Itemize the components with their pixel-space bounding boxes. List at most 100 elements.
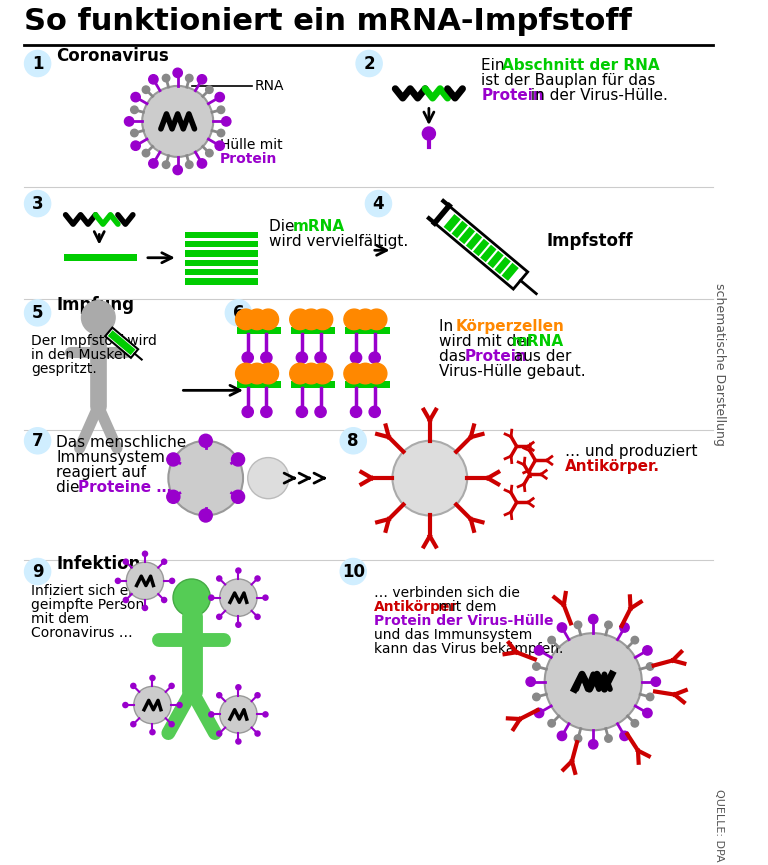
Text: Proteine …: Proteine … bbox=[78, 480, 171, 495]
Circle shape bbox=[186, 161, 193, 169]
Text: 9: 9 bbox=[31, 562, 44, 580]
Circle shape bbox=[131, 129, 138, 137]
Circle shape bbox=[25, 50, 51, 77]
Circle shape bbox=[258, 363, 279, 384]
Circle shape bbox=[220, 579, 257, 617]
Circle shape bbox=[130, 721, 137, 727]
FancyBboxPatch shape bbox=[185, 232, 258, 238]
Circle shape bbox=[206, 86, 213, 93]
Circle shape bbox=[312, 309, 333, 330]
Circle shape bbox=[254, 730, 261, 737]
FancyBboxPatch shape bbox=[237, 381, 281, 388]
Circle shape bbox=[142, 86, 150, 93]
Circle shape bbox=[114, 578, 121, 584]
Text: 7: 7 bbox=[31, 432, 44, 450]
Circle shape bbox=[131, 141, 141, 151]
Circle shape bbox=[350, 407, 362, 418]
Circle shape bbox=[631, 720, 638, 727]
Circle shape bbox=[216, 575, 223, 582]
Circle shape bbox=[262, 711, 269, 718]
Circle shape bbox=[149, 159, 158, 168]
Circle shape bbox=[168, 441, 243, 516]
Text: mit dem: mit dem bbox=[435, 599, 497, 613]
Text: gespritzt.: gespritzt. bbox=[31, 362, 97, 376]
Circle shape bbox=[340, 559, 366, 585]
Circle shape bbox=[248, 458, 289, 499]
Circle shape bbox=[290, 363, 310, 384]
Text: die: die bbox=[56, 480, 84, 495]
FancyBboxPatch shape bbox=[345, 327, 389, 334]
FancyBboxPatch shape bbox=[64, 254, 137, 261]
Text: Protein: Protein bbox=[465, 349, 527, 364]
Text: Impfstoff: Impfstoff bbox=[547, 232, 633, 250]
Circle shape bbox=[126, 562, 164, 599]
Circle shape bbox=[643, 646, 652, 655]
Text: Protein der Virus-Hülle: Protein der Virus-Hülle bbox=[374, 613, 553, 627]
Circle shape bbox=[217, 106, 225, 113]
Circle shape bbox=[142, 150, 150, 157]
Circle shape bbox=[355, 309, 376, 330]
Circle shape bbox=[647, 663, 654, 670]
Polygon shape bbox=[105, 328, 138, 358]
Circle shape bbox=[369, 407, 380, 418]
Text: 5: 5 bbox=[31, 304, 43, 322]
FancyBboxPatch shape bbox=[185, 260, 258, 266]
Polygon shape bbox=[444, 214, 518, 281]
Circle shape bbox=[301, 363, 322, 384]
Text: das: das bbox=[439, 349, 471, 364]
Circle shape bbox=[366, 363, 387, 384]
Circle shape bbox=[340, 427, 366, 454]
Circle shape bbox=[296, 352, 307, 363]
Circle shape bbox=[301, 309, 322, 330]
Circle shape bbox=[604, 734, 612, 742]
Text: Hülle mit: Hülle mit bbox=[220, 138, 283, 152]
Circle shape bbox=[124, 117, 134, 126]
Text: Ein: Ein bbox=[482, 58, 509, 73]
Circle shape bbox=[344, 309, 365, 330]
Circle shape bbox=[604, 621, 612, 629]
Text: aus der: aus der bbox=[509, 349, 571, 364]
Circle shape bbox=[25, 559, 51, 585]
Text: So funktioniert ein mRNA-Impfstoff: So funktioniert ein mRNA-Impfstoff bbox=[24, 8, 631, 36]
FancyBboxPatch shape bbox=[290, 327, 336, 334]
Circle shape bbox=[173, 165, 182, 175]
Circle shape bbox=[222, 117, 231, 126]
Text: Immunsystem: Immunsystem bbox=[56, 450, 165, 465]
FancyBboxPatch shape bbox=[185, 250, 258, 257]
Text: 1: 1 bbox=[31, 54, 43, 73]
Circle shape bbox=[131, 106, 138, 113]
Circle shape bbox=[225, 300, 251, 326]
Circle shape bbox=[199, 434, 212, 447]
Text: 10: 10 bbox=[342, 562, 365, 580]
Text: Antikörper: Antikörper bbox=[374, 599, 457, 613]
Circle shape bbox=[149, 675, 156, 682]
Circle shape bbox=[161, 597, 167, 603]
Circle shape bbox=[217, 129, 225, 137]
FancyBboxPatch shape bbox=[290, 381, 336, 388]
Text: Coronavirus …: Coronavirus … bbox=[31, 625, 133, 640]
Circle shape bbox=[220, 695, 257, 733]
Circle shape bbox=[25, 190, 51, 216]
Circle shape bbox=[142, 605, 148, 612]
Circle shape bbox=[215, 93, 224, 102]
Circle shape bbox=[206, 150, 213, 157]
Text: in der Virus-Hülle.: in der Virus-Hülle. bbox=[526, 87, 668, 103]
Text: … verbinden sich die: … verbinden sich die bbox=[374, 586, 520, 599]
Circle shape bbox=[81, 301, 115, 334]
Circle shape bbox=[142, 550, 148, 557]
Text: 3: 3 bbox=[31, 195, 44, 213]
Circle shape bbox=[247, 309, 267, 330]
Text: Impfung: Impfung bbox=[56, 297, 134, 314]
Circle shape bbox=[25, 427, 51, 454]
Text: Die: Die bbox=[270, 220, 300, 234]
Circle shape bbox=[620, 623, 629, 632]
Circle shape bbox=[620, 731, 629, 740]
Circle shape bbox=[123, 597, 129, 603]
Circle shape bbox=[369, 352, 380, 363]
Circle shape bbox=[199, 509, 212, 522]
Circle shape bbox=[548, 720, 555, 727]
Circle shape bbox=[162, 161, 170, 169]
Circle shape bbox=[242, 407, 253, 418]
Circle shape bbox=[235, 738, 242, 745]
Circle shape bbox=[208, 711, 214, 718]
